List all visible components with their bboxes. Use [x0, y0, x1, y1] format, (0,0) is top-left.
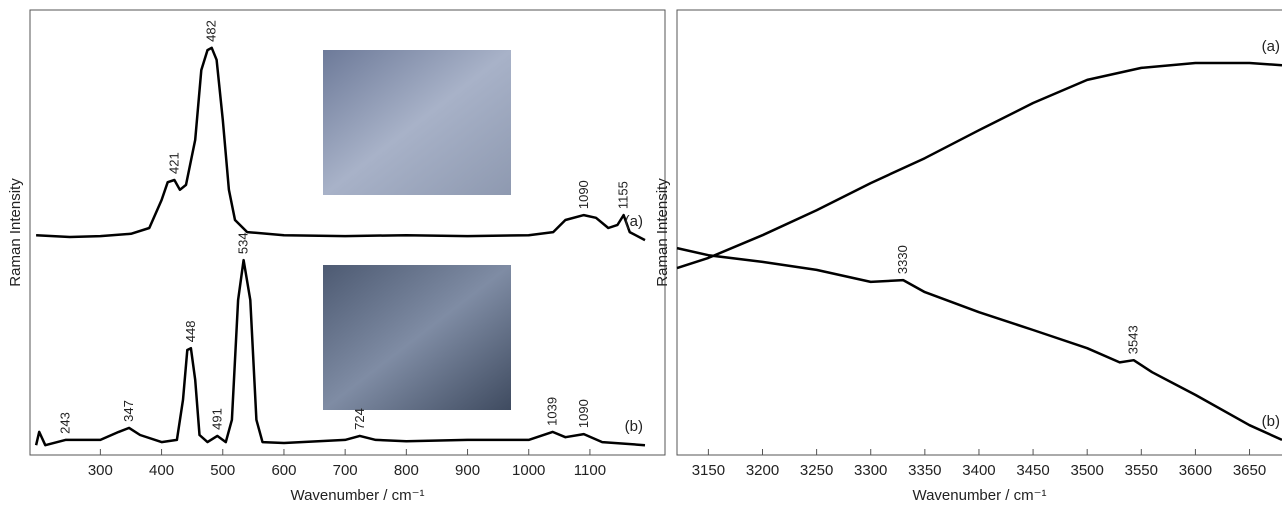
x-tick-label: 3300 [854, 462, 887, 479]
x-tick-label: 800 [394, 462, 419, 479]
x-axis-label: Wavenumber / cm⁻¹ [290, 487, 424, 504]
x-tick-label: 3650 [1233, 462, 1266, 479]
peak-label: 491 [209, 408, 224, 430]
y-axis-label: Raman Intensity [654, 178, 671, 287]
x-tick-label: 3500 [1071, 462, 1104, 479]
peak-label: 3330 [895, 245, 910, 274]
x-tick-label: 600 [271, 462, 296, 479]
peak-label: 3543 [1126, 325, 1141, 354]
x-tick-label: 3250 [800, 462, 833, 479]
plot-frame [29, 9, 666, 456]
peak-label: 1090 [576, 180, 591, 209]
spectrum-line [36, 46, 646, 242]
y-axis-label: Raman Intensity [7, 178, 24, 287]
x-tick-label: 3400 [962, 462, 995, 479]
x-tick-label: 1100 [574, 462, 606, 479]
inset-photo [323, 50, 511, 195]
x-axis-label: Wavenumber / cm⁻¹ [912, 487, 1046, 504]
x-tick-label: 900 [455, 462, 480, 479]
x-tick-label: 3450 [1016, 462, 1049, 479]
series-label: (a) [1262, 38, 1280, 55]
x-tick-label: 3600 [1179, 462, 1212, 479]
x-tick-label: 700 [333, 462, 358, 479]
spectrum-line [34, 258, 646, 447]
peak-label: 243 [57, 412, 72, 434]
peak-label: 1155 [616, 181, 631, 209]
spectrum-line [676, 61, 1282, 270]
peak-label: 421 [166, 152, 181, 174]
peak-label: 347 [121, 400, 136, 422]
x-tick-label: 500 [210, 462, 235, 479]
x-tick-label: 1000 [512, 462, 545, 479]
series-label: (b) [625, 418, 643, 435]
series-label: (a) [625, 213, 643, 230]
peak-label: 534 [236, 232, 251, 254]
peak-label: 482 [204, 20, 219, 42]
plot-frame [676, 9, 1282, 456]
x-tick-label: 3150 [692, 462, 725, 479]
x-tick-label: 400 [149, 462, 174, 479]
inset-photo [323, 265, 511, 410]
peak-label: 1039 [545, 397, 560, 426]
peak-label: 1090 [576, 399, 591, 428]
peak-label: 724 [352, 408, 367, 430]
x-tick-label: 3350 [908, 462, 941, 479]
x-tick-label: 300 [88, 462, 113, 479]
x-tick-label: 3550 [1125, 462, 1158, 479]
series-label: (b) [1262, 413, 1280, 430]
peak-label: 448 [183, 320, 198, 342]
x-tick-label: 3200 [746, 462, 779, 479]
spectrum-line [676, 246, 1282, 442]
